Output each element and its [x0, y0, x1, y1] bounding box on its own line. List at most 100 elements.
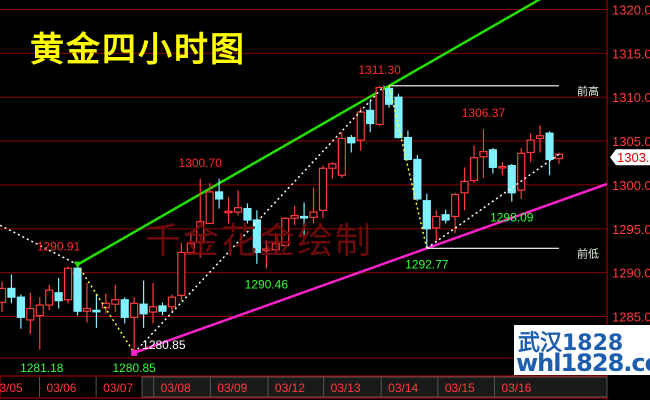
- price-annotation: 1281.18: [20, 361, 64, 375]
- candle-body: [394, 96, 403, 139]
- candle: [441, 209, 450, 224]
- watermark-text: 千金花金绘制: [145, 221, 374, 262]
- candle: [299, 202, 309, 236]
- candle: [394, 93, 403, 139]
- candle: [460, 167, 469, 211]
- candle-body: [507, 165, 516, 194]
- candle-body: [498, 165, 507, 169]
- candle: [54, 277, 63, 309]
- candle-body: [337, 137, 346, 176]
- candle-body: [290, 214, 299, 219]
- pivot-marker: [73, 261, 82, 268]
- zigzag-line: [133, 85, 385, 354]
- candle: [375, 85, 384, 127]
- candle-body: [139, 303, 148, 315]
- candle-body: [299, 215, 309, 219]
- candle-body: [422, 200, 431, 230]
- y-tick-label: 1285.00: [612, 309, 650, 324]
- candle-body: [54, 292, 63, 302]
- candle: [252, 210, 261, 264]
- candle: [73, 264, 82, 316]
- candle-body: [177, 251, 186, 297]
- candle-body: [309, 211, 318, 218]
- candle: [507, 163, 516, 202]
- x-tick-label: 03/08: [161, 381, 191, 395]
- candle-body: [403, 136, 413, 161]
- candle-body: [0, 287, 7, 304]
- candle-body: [224, 210, 233, 214]
- price-annotation: 1280.85: [112, 361, 156, 375]
- x-tick-label: 03/12: [275, 381, 305, 395]
- candle-body: [26, 307, 35, 321]
- candle: [7, 274, 16, 304]
- y-tick-label: 1310.00: [612, 90, 650, 105]
- x-tick-label: 03/05: [0, 381, 23, 395]
- candle: [469, 145, 479, 184]
- candle: [205, 183, 214, 225]
- candle: [35, 297, 44, 350]
- candle-body: [488, 149, 497, 168]
- candle: [517, 148, 526, 199]
- x-tick-label: 03/13: [331, 381, 361, 395]
- x-tick-label: 03/15: [445, 381, 475, 395]
- candle: [545, 131, 554, 176]
- candle-body: [45, 289, 54, 306]
- trendline-lower: [133, 182, 608, 355]
- candle: [148, 283, 158, 324]
- x-tick-label: 03/14: [388, 381, 418, 395]
- candle: [422, 193, 431, 249]
- candle: [0, 281, 7, 313]
- candle-body: [186, 243, 195, 254]
- candle-body: [262, 248, 271, 252]
- price-annotation: 1298.09: [490, 211, 534, 225]
- candle-body: [526, 139, 535, 154]
- candle: [16, 294, 25, 329]
- candle-body: [384, 87, 394, 105]
- candle-body: [441, 214, 450, 221]
- candle: [328, 162, 337, 179]
- candle: [309, 187, 318, 224]
- candle-body: [413, 158, 422, 200]
- candle: [82, 283, 92, 323]
- candle-body: [148, 306, 158, 313]
- candle-body: [215, 191, 224, 200]
- candle: [45, 284, 54, 311]
- candle: [384, 85, 394, 108]
- candle: [215, 178, 224, 209]
- candle-body: [271, 243, 280, 251]
- candle: [233, 190, 243, 216]
- candle: [26, 292, 35, 334]
- candle-body: [375, 86, 384, 125]
- y-tick-label: 1290.00: [612, 266, 650, 281]
- candle: [92, 293, 101, 328]
- candle-body: [535, 135, 545, 140]
- candle: [224, 197, 233, 224]
- candle-body: [92, 309, 101, 313]
- candle: [366, 100, 375, 133]
- candle-body: [469, 157, 479, 182]
- price-annotation: 1311.30: [358, 63, 401, 77]
- price-annotation: 1306.37: [462, 106, 506, 120]
- y-tick-label: 1315.00: [612, 46, 650, 61]
- x-axis-range-highlight: [141, 376, 608, 398]
- x-tick-label: 03/16: [501, 381, 531, 395]
- candle-body: [82, 307, 92, 312]
- x-tick-label: 03/07: [103, 381, 133, 395]
- current-price-label: 1303.50: [617, 150, 650, 165]
- candle: [120, 297, 129, 324]
- price-annotation: 1290.91: [37, 240, 81, 254]
- brand-line1: 武汉1828: [518, 331, 624, 356]
- candle: [432, 210, 441, 243]
- candle: [281, 217, 290, 248]
- price-annotation: 1300.70: [179, 156, 223, 170]
- candle-body: [16, 296, 25, 318]
- candle: [139, 280, 148, 328]
- candle: [498, 162, 507, 176]
- chart-title: 黄金四小时图: [30, 30, 246, 70]
- candle-body: [328, 163, 337, 169]
- candle-body: [7, 287, 16, 298]
- candle: [243, 203, 252, 224]
- y-tick-label: 1320.00: [612, 3, 650, 18]
